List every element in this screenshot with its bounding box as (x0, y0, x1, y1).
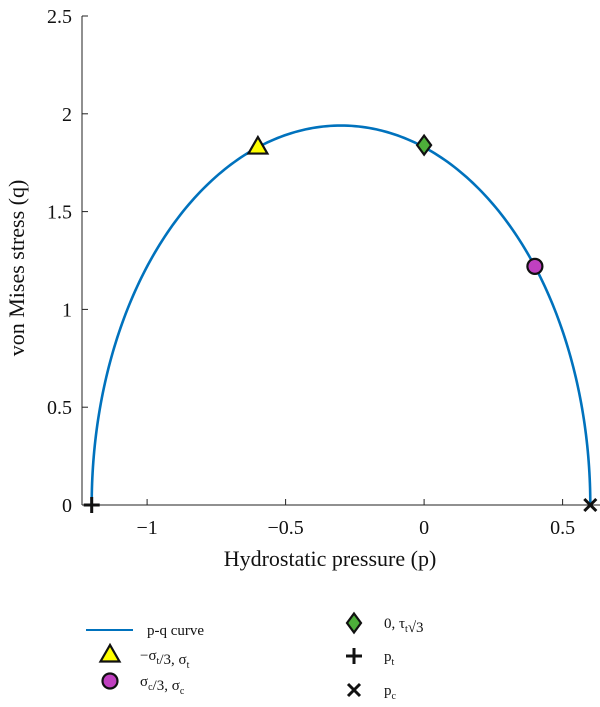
legend-label-cross: pc (384, 683, 397, 702)
y-tick-label: 2 (62, 104, 72, 126)
plot-area (83, 124, 598, 513)
legend-label-circ: σc/3, σc (140, 674, 185, 697)
legend-marker-circ (101, 672, 119, 690)
y-tick-label: 1 (62, 299, 72, 321)
x-tick-label: 0.5 (550, 517, 575, 539)
legend-label-plus: pt (384, 649, 395, 668)
legend-subscript: t (392, 657, 395, 668)
marker-tri (246, 134, 270, 155)
legend-subscript: c (392, 691, 397, 702)
legend-text-part: /3, σ (153, 678, 180, 694)
x-axis-label: Hydrostatic pressure (p) (224, 546, 437, 571)
legend-subscript: t (187, 660, 190, 671)
legend-text-part: p (384, 649, 392, 665)
legend-text-part: √3 (408, 620, 424, 636)
marker-diam (415, 133, 433, 157)
x-tick-label: −1 (136, 517, 157, 539)
y-tick-label: 0 (62, 495, 72, 517)
legend-text-part: 0, τ (384, 616, 405, 632)
legend-text-part: /3, σ (159, 652, 186, 668)
x-tick-label: −0.5 (267, 517, 303, 539)
legend-label-tri: −σt/3, σt (140, 648, 190, 671)
legend-subscript: c (180, 686, 185, 697)
legend-subscript: t (157, 656, 160, 667)
legend-label-curve: p-q curve (147, 623, 204, 639)
legend-subscript: c (148, 682, 153, 693)
y-axis-label: von Mises stress (q) (4, 180, 29, 357)
marker-cross (583, 497, 598, 513)
legend-text-part: −σ (140, 648, 157, 664)
legend-marker-diam (345, 611, 363, 635)
y-tick-label: 1.5 (47, 202, 72, 224)
x-tick-label: 0 (419, 517, 429, 539)
legend-marker-tri (98, 642, 122, 663)
legend-label-diam: 0, τt√3 (384, 616, 424, 636)
marker-circ (526, 257, 544, 275)
marker-plus (83, 497, 100, 513)
y-tick-label: 2.5 (47, 6, 72, 28)
legend-marker-plus (346, 648, 362, 664)
legend-text-part: p (384, 683, 392, 699)
legend-marker-cross (346, 682, 362, 698)
legend-text-part: σ (140, 674, 148, 690)
legend-subscript: t (405, 624, 408, 635)
axes: 0 0.5 1 1.5 2 2.5 −1 −0.5 0 0.5 (47, 6, 600, 539)
y-tick-label: 0.5 (47, 397, 72, 419)
pq-curve-line (90, 124, 592, 506)
